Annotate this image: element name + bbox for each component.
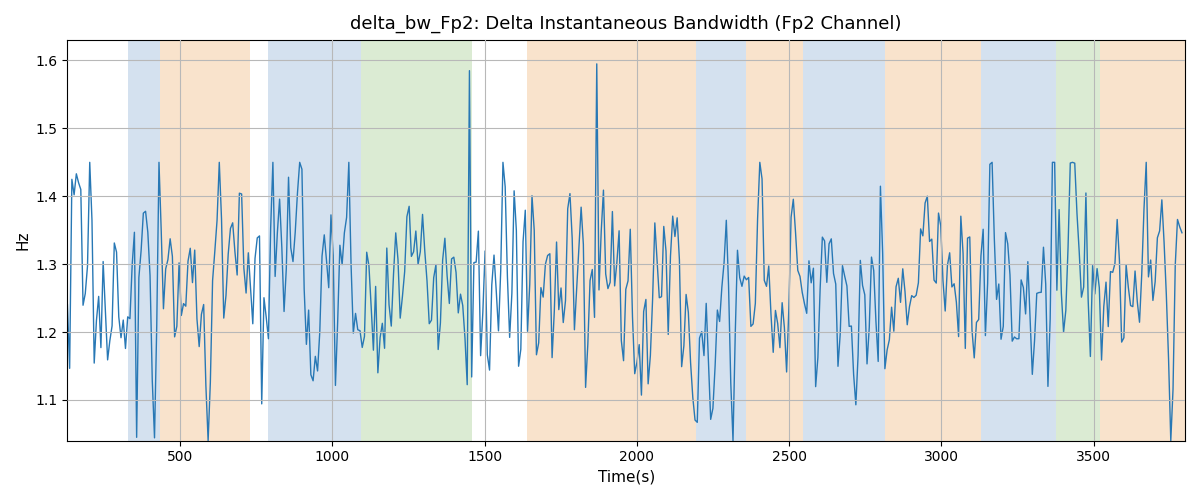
Bar <box>803 40 886 440</box>
X-axis label: Time(s): Time(s) <box>598 470 655 485</box>
Bar <box>361 40 473 440</box>
Bar <box>527 40 696 440</box>
Bar <box>1099 40 1184 440</box>
Bar <box>161 40 250 440</box>
Y-axis label: Hz: Hz <box>16 230 30 250</box>
Bar <box>696 40 746 440</box>
Bar <box>980 40 1056 440</box>
Bar <box>746 40 803 440</box>
Bar <box>269 40 361 440</box>
Bar <box>886 40 980 440</box>
Bar <box>1056 40 1099 440</box>
Bar <box>128 40 161 440</box>
Title: delta_bw_Fp2: Delta Instantaneous Bandwidth (Fp2 Channel): delta_bw_Fp2: Delta Instantaneous Bandwi… <box>350 15 902 34</box>
